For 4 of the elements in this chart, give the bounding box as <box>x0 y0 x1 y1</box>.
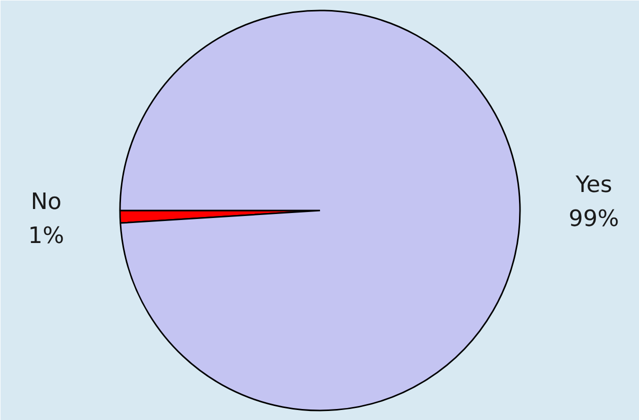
slice-label: Yes <box>574 172 612 198</box>
data-label: 99% <box>568 206 620 232</box>
data-label: 1% <box>28 223 64 250</box>
slice-label: No <box>30 189 62 216</box>
